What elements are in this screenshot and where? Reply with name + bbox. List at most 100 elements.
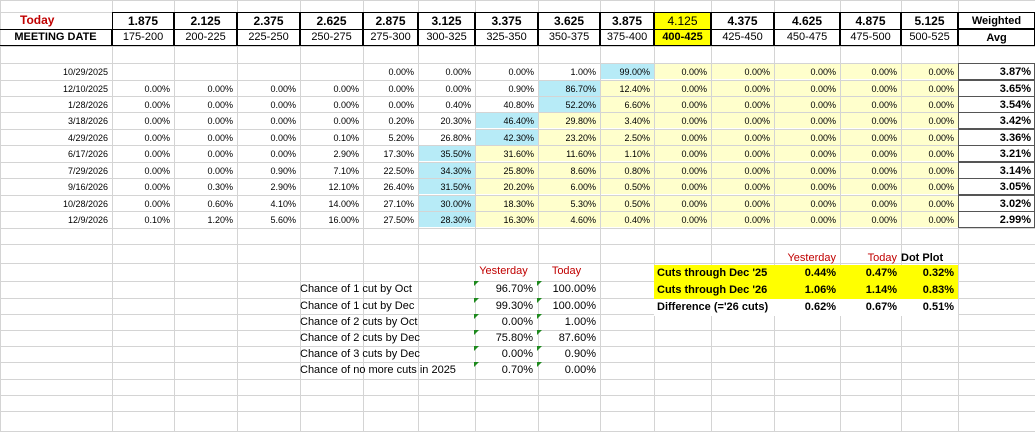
probability-cell[interactable]: 0.00% <box>902 163 958 178</box>
probability-cell[interactable]: 8.60% <box>539 163 600 178</box>
probability-cell[interactable] <box>238 64 300 79</box>
probability-cell[interactable]: 25.80% <box>476 163 538 178</box>
probability-cell[interactable]: 0.00% <box>207 84 233 94</box>
probability-cell[interactable]: 1.20% <box>207 215 233 225</box>
probability-cell[interactable]: 0.00% <box>388 67 414 77</box>
probability-cell[interactable]: 0.90% <box>508 84 534 94</box>
probability-cell[interactable]: 6.60% <box>601 97 654 112</box>
probability-cell[interactable]: 0.00% <box>270 84 296 94</box>
probability-cell[interactable]: 0.00% <box>333 84 359 94</box>
probability-cell[interactable]: 0.00% <box>712 179 774 194</box>
probability-cell[interactable]: 86.70% <box>539 81 600 96</box>
probability-cell[interactable]: 0.00% <box>902 212 958 227</box>
rate-range-header[interactable]: 275-300 <box>363 29 418 46</box>
probability-cell[interactable]: 0.00% <box>388 100 414 110</box>
probability-cell[interactable]: 20.30% <box>440 116 471 126</box>
rate-range-header[interactable]: 350-375 <box>538 29 600 46</box>
probability-cell[interactable]: 0.00% <box>841 97 901 112</box>
rate-range-header[interactable]: 375-400 <box>600 29 654 46</box>
rate-midpoint-header[interactable]: 3.625 <box>538 12 600 29</box>
probability-cell[interactable]: 0.00% <box>902 97 958 112</box>
meeting-date-cell[interactable]: 12/10/2025 <box>62 84 108 94</box>
chance-label[interactable]: Chance of 1 cut by Dec <box>300 300 415 312</box>
probability-cell[interactable]: 0.00% <box>445 84 471 94</box>
probability-cell[interactable]: 5.30% <box>539 196 600 211</box>
meeting-date-cell[interactable]: 3/18/2026 <box>67 116 108 126</box>
chances-today-header[interactable]: Today <box>551 265 582 277</box>
rate-midpoint-header[interactable]: 4.625 <box>774 12 840 29</box>
probability-cell[interactable]: 0.00% <box>712 113 774 128</box>
weighted-avg-cell[interactable]: 3.54% <box>958 96 1035 113</box>
cuts-dotplot-value[interactable]: 0.51% <box>901 299 958 316</box>
rate-midpoint-header[interactable]: 3.875 <box>600 12 654 29</box>
chance-label[interactable]: Chance of 2 cuts by Oct <box>300 316 418 328</box>
probability-cell[interactable]: 0.00% <box>655 97 711 112</box>
probability-cell[interactable]: 0.00% <box>388 84 414 94</box>
meeting-date-cell[interactable]: 9/16/2026 <box>67 182 108 192</box>
probability-cell[interactable]: 0.00% <box>712 212 774 227</box>
weighted-avg-cell[interactable]: 2.99% <box>958 211 1035 228</box>
probability-cell[interactable]: 0.00% <box>841 196 901 211</box>
probability-cell[interactable]: 11.60% <box>539 146 600 161</box>
chance-today-value[interactable]: 1.00% <box>537 314 600 331</box>
cuts-label[interactable]: Cuts through Dec '25 <box>654 265 774 282</box>
probability-cell[interactable]: 0.00% <box>144 182 170 192</box>
probability-cell[interactable]: 0.00% <box>655 146 711 161</box>
probability-cell[interactable]: 0.00% <box>712 97 774 112</box>
meeting-date-cell[interactable]: 4/29/2026 <box>67 133 108 143</box>
probability-cell[interactable]: 31.50% <box>419 179 475 194</box>
probability-cell[interactable]: 52.20% <box>539 97 600 112</box>
probability-cell[interactable]: 0.00% <box>333 116 359 126</box>
probability-cell[interactable]: 28.30% <box>419 212 475 227</box>
probability-cell[interactable]: 0.00% <box>841 146 901 161</box>
rate-midpoint-header[interactable]: 5.125 <box>901 12 958 29</box>
probability-cell[interactable]: 0.00% <box>902 81 958 96</box>
probability-cell[interactable]: 5.20% <box>388 133 414 143</box>
probability-cell[interactable]: 0.00% <box>144 100 170 110</box>
weighted-avg-cell[interactable]: 3.14% <box>958 162 1035 179</box>
probability-cell[interactable]: 5.60% <box>270 215 296 225</box>
meeting-date-cell[interactable]: 6/17/2026 <box>67 149 108 159</box>
weighted-avg-cell[interactable]: 3.42% <box>958 112 1035 129</box>
probability-cell[interactable]: 0.00% <box>775 212 840 227</box>
probability-cell[interactable]: 0.10% <box>144 215 170 225</box>
probability-cell[interactable]: 2.90% <box>270 182 296 192</box>
probability-cell[interactable]: 26.80% <box>440 133 471 143</box>
chance-label[interactable]: Chance of no more cuts in 2025 <box>300 364 456 376</box>
probability-cell[interactable]: 0.00% <box>207 166 233 176</box>
probability-cell[interactable]: 0.00% <box>775 146 840 161</box>
chance-label[interactable]: Chance of 3 cuts by Dec <box>300 348 420 360</box>
probability-cell[interactable]: 0.00% <box>207 149 233 159</box>
probability-cell[interactable]: 0.00% <box>144 84 170 94</box>
probability-cell[interactable]: 0.00% <box>270 100 296 110</box>
rate-range-header[interactable]: 450-475 <box>774 29 840 46</box>
rate-midpoint-header[interactable]: 2.125 <box>174 12 237 29</box>
probability-cell[interactable]: 0.80% <box>601 163 654 178</box>
cuts-label[interactable]: Difference (='26 cuts) <box>654 299 774 316</box>
probability-cell[interactable]: 46.40% <box>476 113 538 128</box>
probability-cell[interactable]: 0.00% <box>775 179 840 194</box>
probability-cell[interactable]: 0.00% <box>207 133 233 143</box>
weighted-avg-cell[interactable]: 3.87% <box>958 63 1035 80</box>
probability-cell[interactable]: 1.10% <box>601 146 654 161</box>
cuts-yesterday-header[interactable]: Yesterday <box>787 252 836 264</box>
probability-cell[interactable]: 0.10% <box>333 133 359 143</box>
cuts-today-value[interactable]: 1.14% <box>840 282 901 299</box>
chance-today-value[interactable]: 100.00% <box>537 298 600 315</box>
meeting-date-cell[interactable]: 10/29/2025 <box>62 67 108 77</box>
probability-cell[interactable]: 3.40% <box>601 113 654 128</box>
probability-cell[interactable]: 0.00% <box>655 113 711 128</box>
weighted-header[interactable]: Weighted <box>958 12 1035 29</box>
meeting-date-cell[interactable]: 7/29/2026 <box>67 166 108 176</box>
rate-midpoint-header[interactable]: 1.875 <box>112 12 174 29</box>
probability-cell[interactable]: 27.50% <box>383 215 414 225</box>
probability-cell[interactable]: 0.00% <box>775 64 840 79</box>
probability-cell[interactable]: 14.00% <box>328 199 359 209</box>
rate-range-header[interactable]: 300-325 <box>418 29 475 46</box>
probability-cell[interactable]: 0.30% <box>207 182 233 192</box>
probability-cell[interactable]: 20.20% <box>476 179 538 194</box>
meeting-date-header[interactable]: MEETING DATE <box>0 29 112 46</box>
probability-cell[interactable]: 0.00% <box>775 97 840 112</box>
chance-today-value[interactable]: 0.90% <box>537 346 600 363</box>
probability-cell[interactable]: 34.30% <box>419 163 475 178</box>
